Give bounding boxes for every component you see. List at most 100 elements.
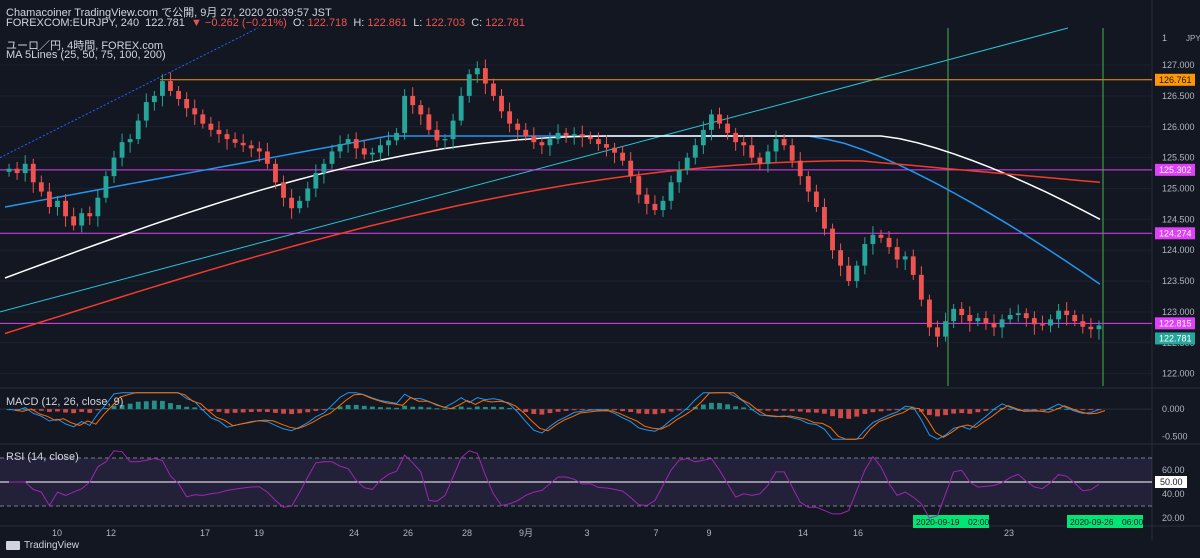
candle-body — [781, 139, 787, 146]
price-tick-label: 123.500 — [1162, 276, 1195, 286]
candle-body — [55, 200, 60, 207]
rsi-legend[interactable]: RSI (14, close) — [6, 451, 82, 463]
macd-histogram-bar — [63, 409, 68, 413]
macd-histogram-bar — [846, 409, 852, 419]
macd-histogram-bar — [959, 409, 965, 414]
price-tick-label: 126.500 — [1162, 91, 1195, 101]
candle-body — [563, 132, 569, 137]
level-badge-label: 126.761 — [1159, 75, 1192, 85]
macd-histogram-bar — [571, 409, 577, 411]
macd-histogram-bar — [119, 404, 125, 410]
macd-histogram-bar — [813, 409, 819, 413]
tradingview-brand: TradingView — [6, 540, 79, 551]
close-value: 122.781 — [485, 17, 525, 29]
candle-body — [846, 265, 852, 282]
candle-body — [1080, 321, 1086, 327]
candle-body — [474, 68, 480, 75]
candle-body — [571, 134, 577, 137]
brand-text: TradingView — [24, 540, 80, 551]
macd-histogram-bar — [281, 409, 286, 414]
macd-histogram-bar — [313, 409, 319, 411]
candle-body — [450, 120, 456, 140]
macd-histogram-bar — [297, 409, 303, 414]
macd-histogram-bar — [935, 409, 940, 417]
close-label: C: — [471, 17, 483, 29]
candle-body — [612, 147, 617, 153]
high-value: 122.861 — [367, 17, 408, 29]
macd-histogram-bar — [717, 403, 722, 410]
candle-body — [103, 176, 109, 198]
macd-histogram-bar — [224, 409, 230, 414]
candle-body — [6, 168, 12, 172]
candle-body — [313, 173, 319, 189]
candle-body — [168, 81, 173, 91]
open-value: 122.718 — [307, 17, 348, 29]
candle-body — [22, 163, 28, 174]
macd-histogram-bar — [369, 406, 375, 410]
macd-histogram-bar — [733, 406, 739, 410]
candle-body — [192, 108, 198, 115]
candle-body — [482, 68, 488, 84]
candle-body — [555, 132, 561, 140]
time-tick-label: 9月 — [519, 528, 533, 538]
macd-histogram-bar — [805, 409, 811, 413]
candle-body — [248, 145, 254, 149]
candle-body — [595, 139, 601, 145]
macd-histogram-bar — [830, 409, 835, 417]
last-price-text: 122.781 — [145, 17, 185, 29]
candle-body — [765, 151, 771, 164]
macd-histogram-bar — [523, 409, 529, 413]
price-tick-label: 125.500 — [1162, 153, 1195, 163]
candle-body — [547, 139, 553, 146]
candle-body — [539, 142, 545, 146]
macd-histogram-bar — [838, 409, 844, 419]
candle-body — [805, 176, 811, 192]
macd-histogram-bar — [232, 409, 238, 413]
publish-line: Chamacoiner TradingView.com で公開, 9月 27, … — [6, 4, 335, 20]
candle-body — [499, 95, 504, 112]
candle-body — [297, 200, 303, 209]
candle-body — [160, 81, 165, 96]
macd-histogram-bar — [676, 409, 682, 411]
macd-histogram-bar — [482, 406, 488, 410]
candle-body — [208, 123, 214, 130]
candle-body — [426, 114, 432, 130]
candle-body — [281, 182, 286, 198]
candle-body — [442, 139, 448, 141]
candle-body — [119, 142, 125, 158]
candle-body — [71, 216, 77, 226]
macd-histogram-bar — [22, 408, 28, 410]
macd-histogram-bar — [902, 408, 908, 410]
macd-histogram-bar — [321, 409, 327, 411]
time-marker-badge — [1067, 515, 1143, 528]
candle-body — [1040, 324, 1045, 326]
macd-histogram-bar — [184, 406, 190, 410]
candle-body — [361, 148, 367, 155]
macd-histogram-bar — [983, 409, 989, 411]
candle-body — [789, 145, 795, 161]
pair-text: ユーロ／円, 4時間, FOREX.com — [6, 40, 164, 52]
macd-histogram-bar — [870, 409, 876, 413]
time-marker-badge — [913, 515, 989, 528]
candle-body — [337, 144, 343, 152]
candle-body — [604, 144, 609, 148]
macd-histogram-bar — [725, 404, 731, 410]
ma-legend[interactable]: MA 5Lines (25, 50, 75, 100, 200) — [6, 49, 169, 61]
candle-body — [676, 169, 682, 183]
macd-histogram-bar — [1048, 408, 1053, 410]
macd-histogram-bar — [426, 407, 432, 410]
candle-body — [224, 134, 230, 140]
candle-body — [143, 102, 149, 121]
macd-histogram-bar — [273, 409, 278, 413]
candle-body — [959, 308, 965, 316]
macd-histogram-bar — [910, 408, 916, 410]
macd-legend[interactable]: MACD (12, 26, close, 9) — [6, 396, 126, 408]
rsi-line — [9, 450, 1100, 519]
macd-histogram-bar — [14, 409, 20, 411]
moving-average-line — [4, 135, 1101, 285]
time-tick-label: 19 — [254, 528, 264, 538]
macd-histogram-bar — [386, 407, 391, 410]
time-tick-label: 17 — [200, 528, 210, 538]
macd-histogram-bar — [644, 409, 650, 414]
